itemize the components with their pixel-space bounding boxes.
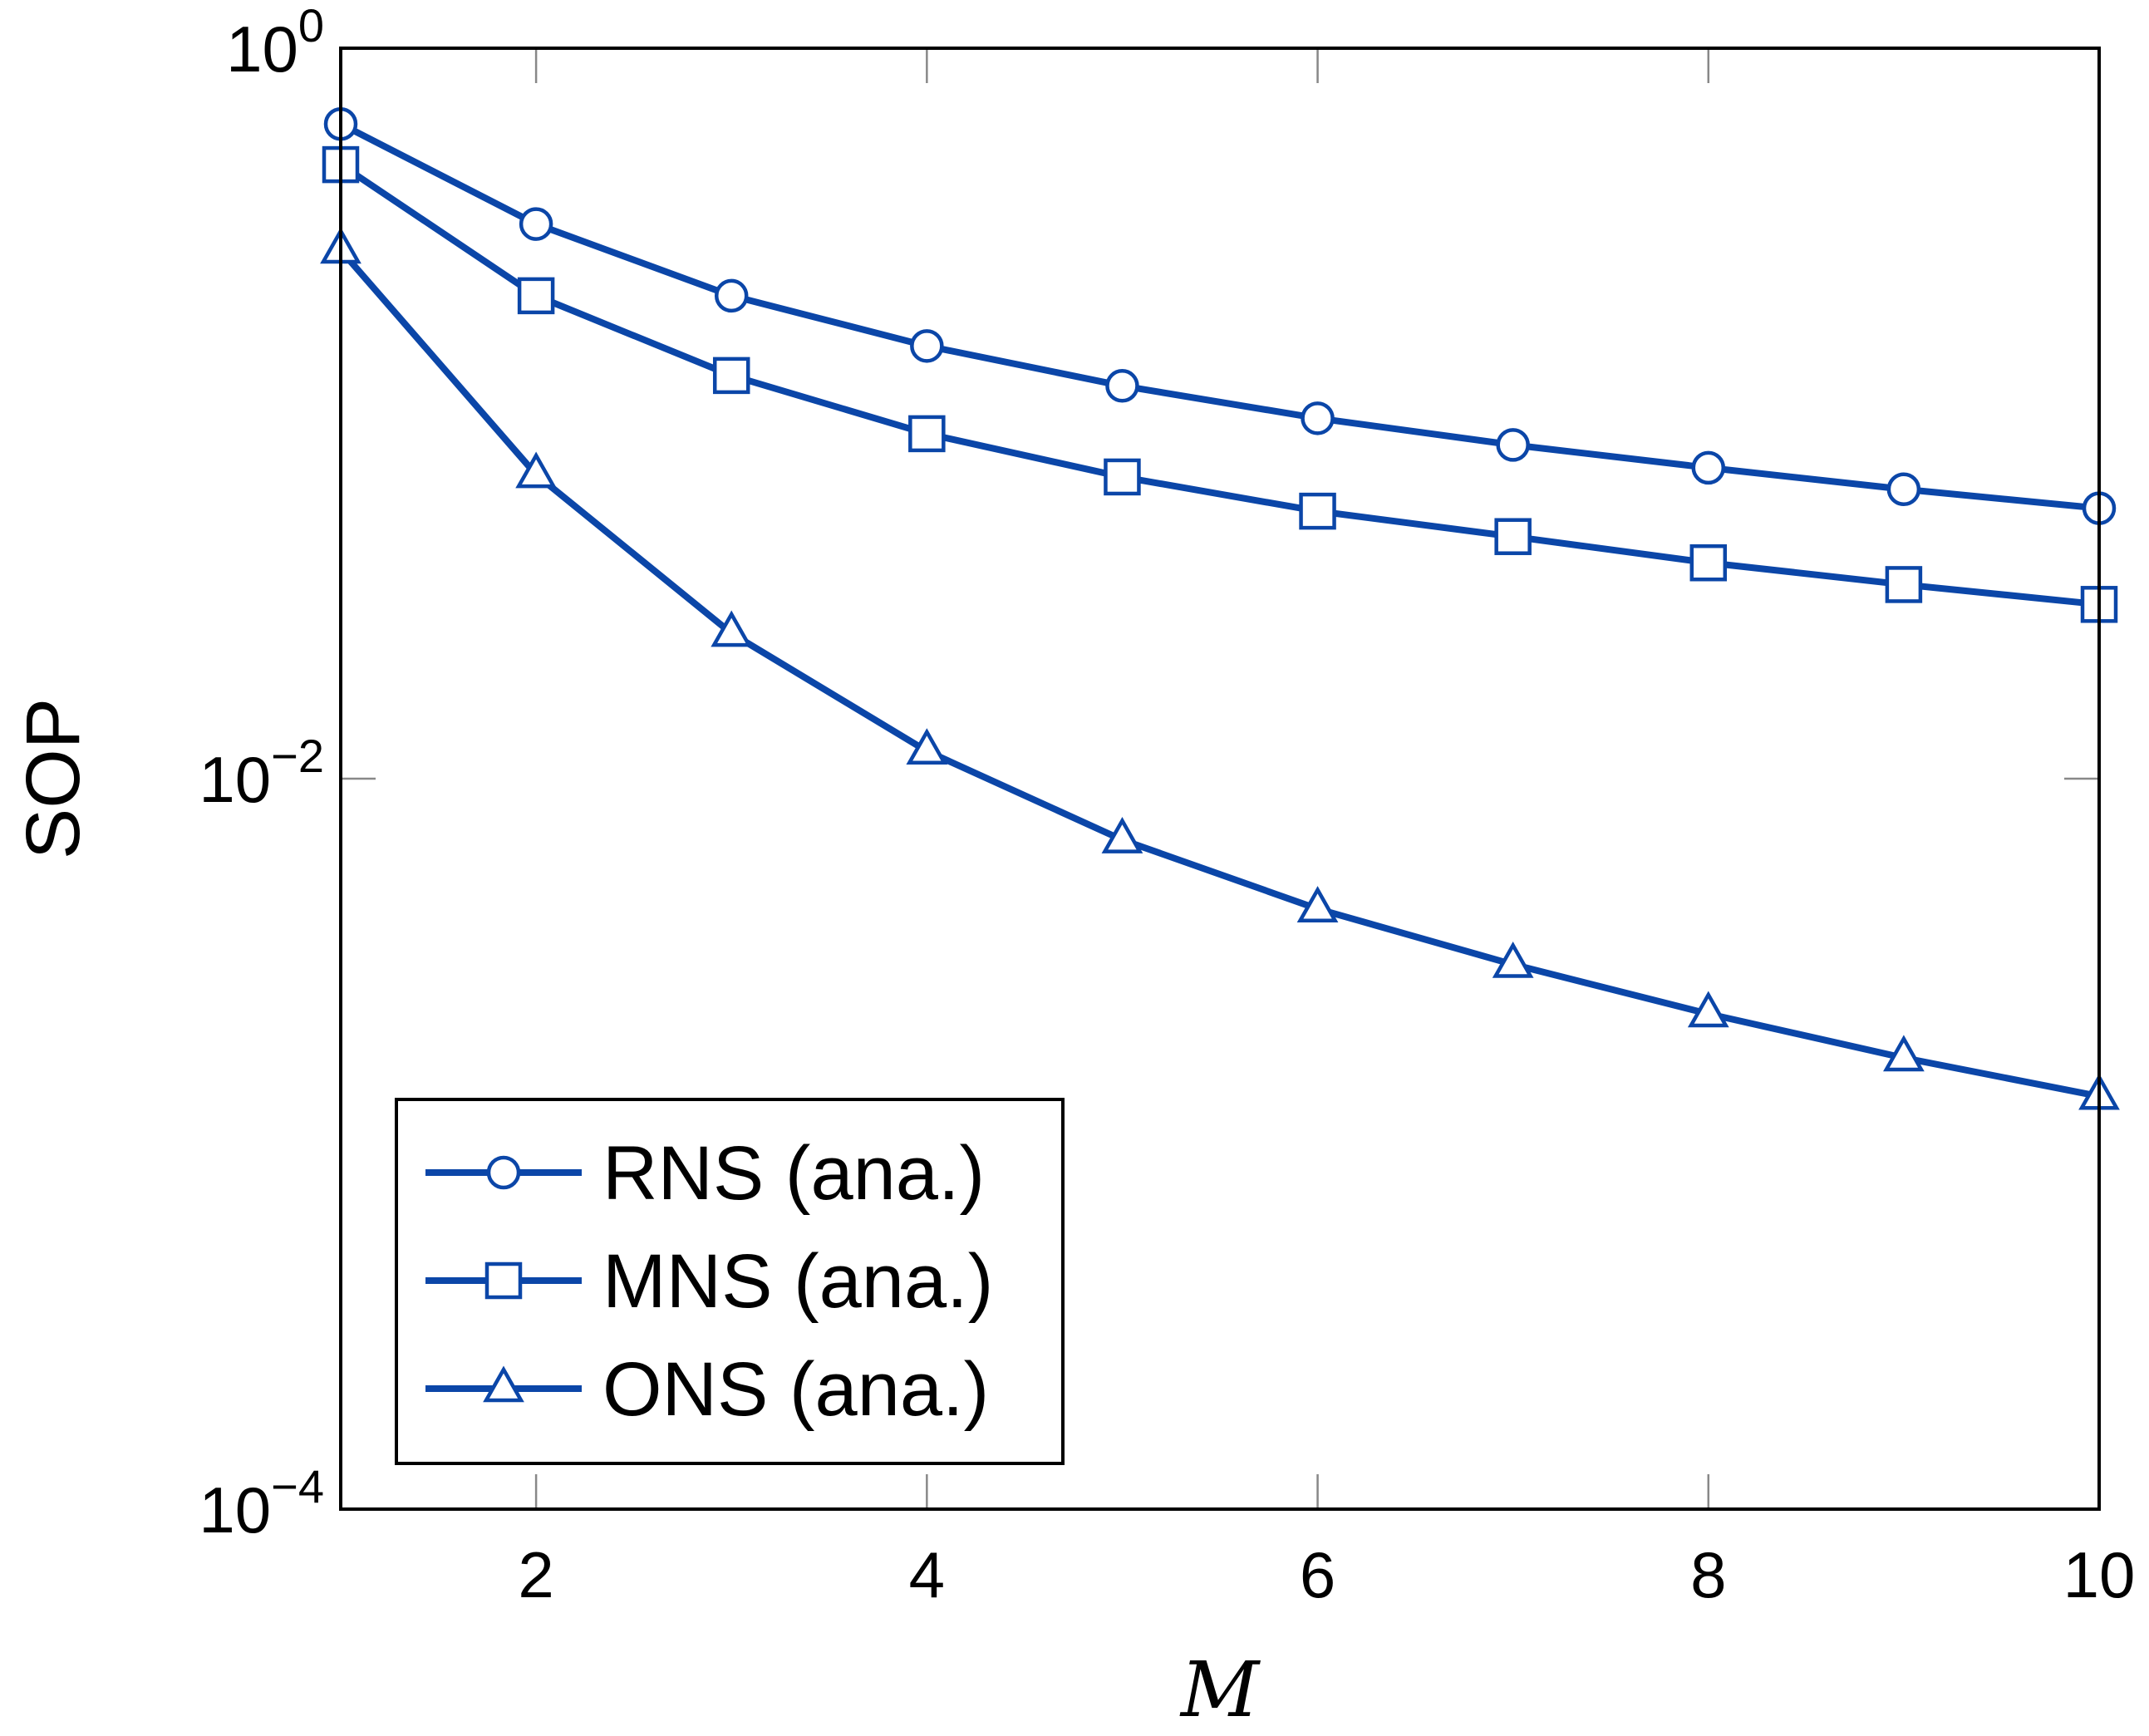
series-line-square [338,161,2100,608]
x-tick-label: 6 [1300,1538,1335,1611]
data-point-circle [714,278,749,313]
x-axis-label: M [1179,1645,1261,1734]
legend-marker-circle [486,1155,521,1190]
legend-label: RNS (ana.) [602,1131,985,1216]
series-line-triangle [337,248,2100,1100]
y-axis-label: SOP [11,698,96,859]
data-point-triangle [711,610,753,647]
data-point-circle [1691,450,1726,485]
data-point-square [517,277,555,315]
legend-marker-triangle [483,1365,524,1403]
data-point-circle [1496,428,1530,462]
data-point-triangle [1492,941,1534,978]
x-tick-label: 4 [909,1538,945,1611]
x-tick-label: 8 [1690,1538,1726,1611]
tick-labels: 2 4 6 8 10 100 10−2 10−4 [199,0,2135,1611]
data-point-square [1299,492,1336,530]
series-layer [320,106,2120,1110]
data-point-triangle [1687,991,1729,1028]
x-tick-label: 2 [518,1538,553,1611]
plot-frame [339,47,2101,1511]
data-point-square [712,357,750,395]
legend-label: MNS (ana.) [602,1239,993,1324]
data-point-circle [1105,369,1139,403]
data-point-triangle [1296,886,1339,922]
legend-marker-square [484,1261,523,1300]
data-point-square [1689,543,1728,582]
data-point-triangle [515,451,557,489]
data-point-triangle [1101,817,1143,853]
data-point-circle [1886,472,1921,506]
series-line-circle [339,120,2100,512]
data-point-triangle [906,728,948,765]
data-point-circle [910,329,944,363]
y-tick-label: 10−4 [199,1460,324,1547]
data-point-square [908,415,946,453]
y-tick-label: 100 [226,0,324,86]
x-tick-label: 10 [2063,1538,2136,1611]
legend-label: ONS (ana.) [602,1347,989,1432]
legend: RNS (ana.) MNS (ana.) ONS (ana.) [395,1098,1065,1465]
data-point-square [1885,566,1923,603]
data-point-circle [1301,401,1335,435]
data-point-square [1104,458,1141,496]
data-point-triangle [1883,1035,1925,1072]
y-tick-label: 10−2 [199,730,324,816]
data-point-square [1494,518,1532,555]
data-point-circle [519,207,553,241]
